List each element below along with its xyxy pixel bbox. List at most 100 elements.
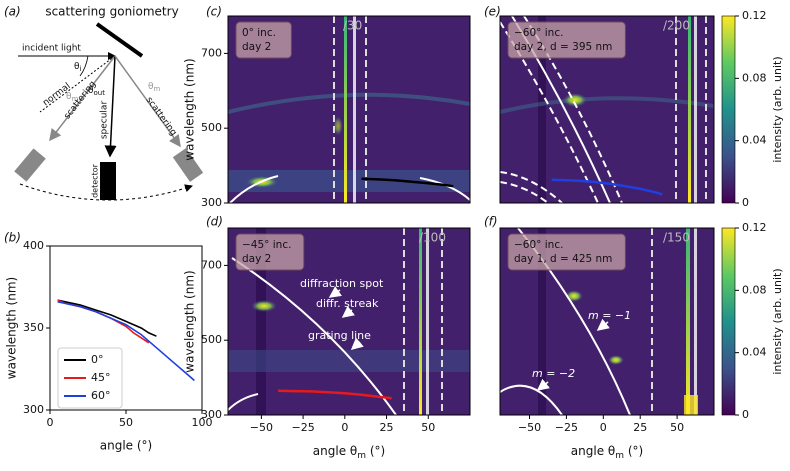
detector xyxy=(100,162,116,200)
detector-right xyxy=(172,148,204,182)
x-tick-label: 0 xyxy=(600,421,607,434)
annotation-note: diffraction spot xyxy=(300,277,384,290)
data-line xyxy=(57,299,150,344)
panel-label: (d) xyxy=(206,215,223,229)
panel-label: (f) xyxy=(484,215,498,229)
annotation-text: 0° inc. xyxy=(242,27,276,39)
x-tick-label: −25 xyxy=(555,421,578,434)
plot-frame xyxy=(227,227,471,416)
label: specular xyxy=(100,101,110,140)
goniometry-diagram: scattering goniometry incident light θi … xyxy=(14,5,204,201)
label: θout xyxy=(88,86,105,98)
angle-arc xyxy=(79,55,89,77)
label: θm xyxy=(148,82,161,94)
label: θi xyxy=(74,62,82,74)
x-axis-label: m xyxy=(357,451,366,461)
plot-frame xyxy=(499,15,715,204)
label: θ xyxy=(148,82,154,92)
label: i xyxy=(80,65,82,73)
y-tick-label: 350 xyxy=(23,321,44,334)
x-tick-label: 50 xyxy=(421,421,435,434)
annotation-text: −60° inc. xyxy=(514,27,563,39)
colorbar-tick-label: 0.08 xyxy=(742,71,767,84)
label: detector xyxy=(91,163,100,197)
annotation-note: m = −1 xyxy=(588,309,631,322)
label: θ xyxy=(66,92,72,102)
scatter-ray xyxy=(49,55,116,142)
label: θm xyxy=(66,92,79,104)
annotation-note: diffr. streak xyxy=(316,297,379,310)
panel-label: (b) xyxy=(4,231,21,245)
scale-label: /30 xyxy=(343,19,362,33)
sample xyxy=(95,22,144,58)
panel-label: (a) xyxy=(4,5,21,19)
x-tick-label: −50 xyxy=(518,421,541,434)
colorbar-tick-label: 0 xyxy=(742,196,749,209)
x-axis-label: angle θm (°) xyxy=(313,444,385,461)
annotation-box: −45° inc. day 2 xyxy=(235,233,305,271)
annotation-text: day 2 xyxy=(242,41,271,53)
scale-label: /200 xyxy=(663,19,690,33)
annotation-text: −60° inc. xyxy=(514,239,563,251)
y-tick-label: 400 xyxy=(23,239,44,252)
y-axis-label: wavelength (nm) xyxy=(5,277,19,379)
x-axis-label: angle (°) xyxy=(100,439,152,453)
annotation-box: 0° inc. day 2 xyxy=(235,21,292,59)
x-tick-label: −25 xyxy=(291,421,314,434)
label: θ xyxy=(88,86,94,96)
label: out xyxy=(94,89,106,97)
legend-label: 0° xyxy=(91,353,104,366)
annotation-text: day 2 xyxy=(242,253,271,265)
data-line xyxy=(57,301,195,382)
y-tick-label: 700 xyxy=(201,258,222,271)
y-tick-label: 300 xyxy=(201,196,222,209)
annotation-note: m = −2 xyxy=(532,367,575,380)
annotation-box: −60° inc. day 2, d = 395 nm xyxy=(507,21,626,59)
x-axis-label: angle θm (°) xyxy=(571,444,643,461)
annotation-note: grating line xyxy=(308,329,371,342)
y-tick-label: 500 xyxy=(201,121,222,134)
y-tick-label: 500 xyxy=(201,333,222,346)
x-tick-label: 50 xyxy=(119,416,133,429)
legend-label: 60° xyxy=(91,389,111,402)
label: θ xyxy=(74,62,80,72)
colorbar-label: intensity (arb. unit) xyxy=(771,56,784,162)
specular-ray xyxy=(104,55,117,158)
scatter-ray xyxy=(114,55,181,148)
annotation-text: −45° inc. xyxy=(242,239,291,251)
scale-label: /150 xyxy=(663,231,690,245)
x-axis-label: angle θ xyxy=(571,444,615,458)
legend-label: 45° xyxy=(91,371,111,384)
x-tick-label: 50 xyxy=(670,421,684,434)
x-axis-label: (°) xyxy=(366,444,385,458)
colorbar xyxy=(721,15,736,204)
plot-frame xyxy=(499,227,715,416)
colorbar-tick-label: 0.08 xyxy=(742,283,767,296)
x-tick-label: 0 xyxy=(341,421,348,434)
x-axis-label: m xyxy=(615,451,624,461)
annotation-box xyxy=(507,21,626,59)
colorbar xyxy=(721,227,736,416)
x-tick-label: 25 xyxy=(633,421,647,434)
label: scattering xyxy=(144,95,179,138)
x-axis-label: angle θ xyxy=(313,444,357,458)
label: m xyxy=(72,95,79,103)
legend-box xyxy=(57,347,123,409)
colorbar-tick-label: 0.04 xyxy=(742,346,767,359)
label: incident light xyxy=(22,44,81,54)
data-line xyxy=(361,177,454,188)
colorbar-tick-label: 0.12 xyxy=(742,9,767,22)
detector-left xyxy=(14,148,46,182)
plot-frame xyxy=(227,15,471,204)
y-axis-label: wavelength (nm) xyxy=(183,58,197,160)
y-axis-label: wavelength (nm) xyxy=(183,270,197,372)
annotation-box xyxy=(235,233,305,271)
data-line xyxy=(57,299,157,337)
data-line xyxy=(278,389,392,400)
panel-label: (e) xyxy=(484,5,501,19)
x-tick-label: 100 xyxy=(192,416,213,429)
diagram-title: scattering goniometry xyxy=(45,5,178,19)
label: m xyxy=(154,85,161,93)
y-tick-label: 700 xyxy=(201,46,222,59)
